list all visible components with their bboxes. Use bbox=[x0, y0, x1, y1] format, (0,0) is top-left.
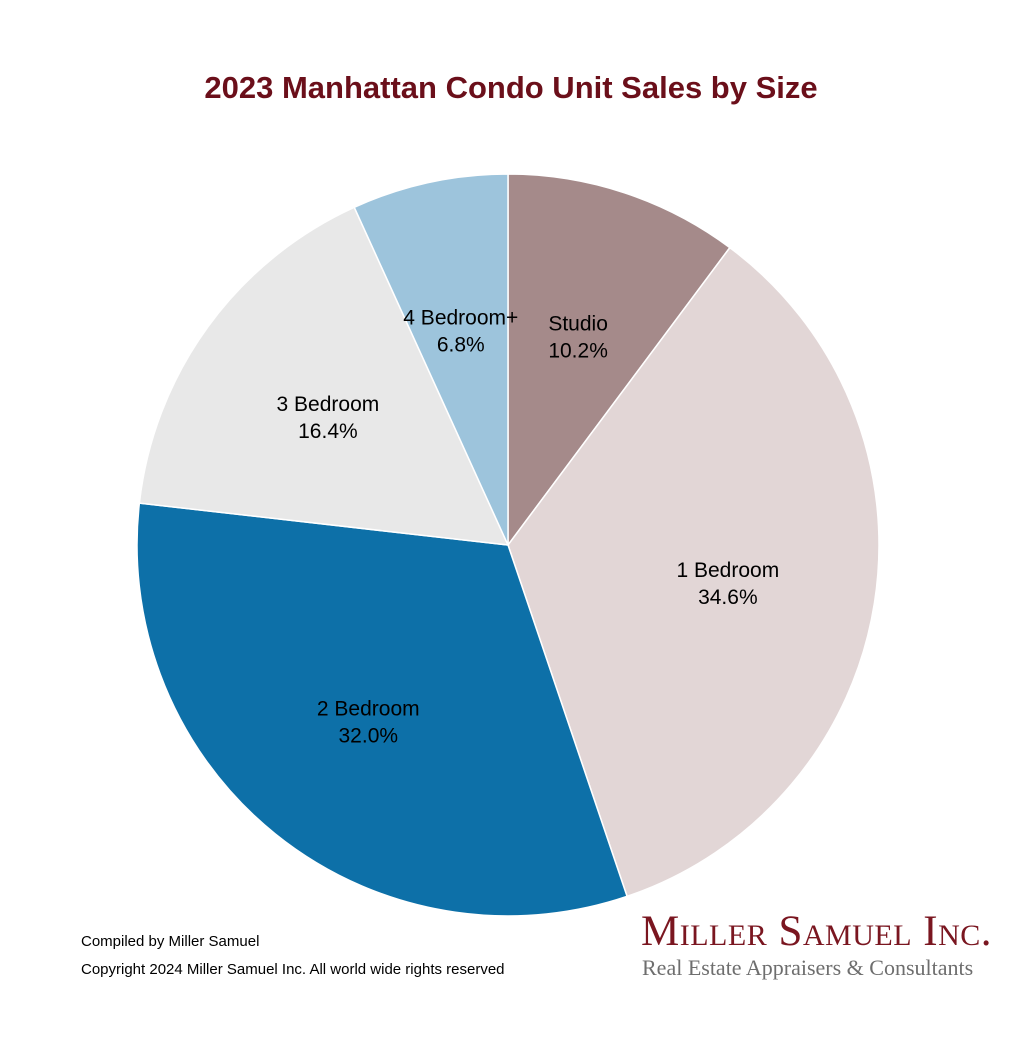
brand-logo-name: Miller Samuel Inc. bbox=[641, 908, 993, 955]
slice-value-3-bedroom: 16.4% bbox=[298, 420, 358, 443]
pie-labels: Studio 10.2% 1 Bedroom 34.6% 2 Bedroom 32.0% 3… bbox=[277, 306, 780, 747]
slice-value-2-bedroom: 32.0% bbox=[339, 724, 399, 747]
slice-label-3-bedroom: 3 Bedroom bbox=[277, 393, 380, 416]
copyright-note: Copyright 2024 Miller Samuel Inc. All wo… bbox=[81, 961, 505, 978]
chart-title: 2023 Manhattan Condo Unit Sales by Size bbox=[204, 70, 818, 105]
compiled-by-note: Compiled by Miller Samuel bbox=[81, 933, 260, 950]
slice-value-studio: 10.2% bbox=[548, 340, 608, 363]
slice-3-bedroom bbox=[138, 206, 510, 546]
brand-logo-tagline: Real Estate Appraisers & Consultants bbox=[642, 955, 974, 980]
slice-label-2-bedroom: 2 Bedroom bbox=[317, 697, 420, 720]
slice-label-4-bedroom: 4 Bedroom+ bbox=[403, 306, 518, 329]
pie-slices bbox=[136, 173, 880, 917]
slice-4-bedroom bbox=[353, 173, 509, 546]
slice-1-bedroom bbox=[507, 246, 880, 898]
slice-studio bbox=[507, 173, 731, 548]
slice-label-1-bedroom: 1 Bedroom bbox=[676, 559, 779, 582]
slice-value-1-bedroom: 34.6% bbox=[698, 586, 758, 609]
slice-value-4-bedroom: 6.8% bbox=[437, 333, 485, 356]
slice-2-bedroom bbox=[136, 502, 629, 917]
slice-label-studio: Studio bbox=[548, 313, 608, 336]
